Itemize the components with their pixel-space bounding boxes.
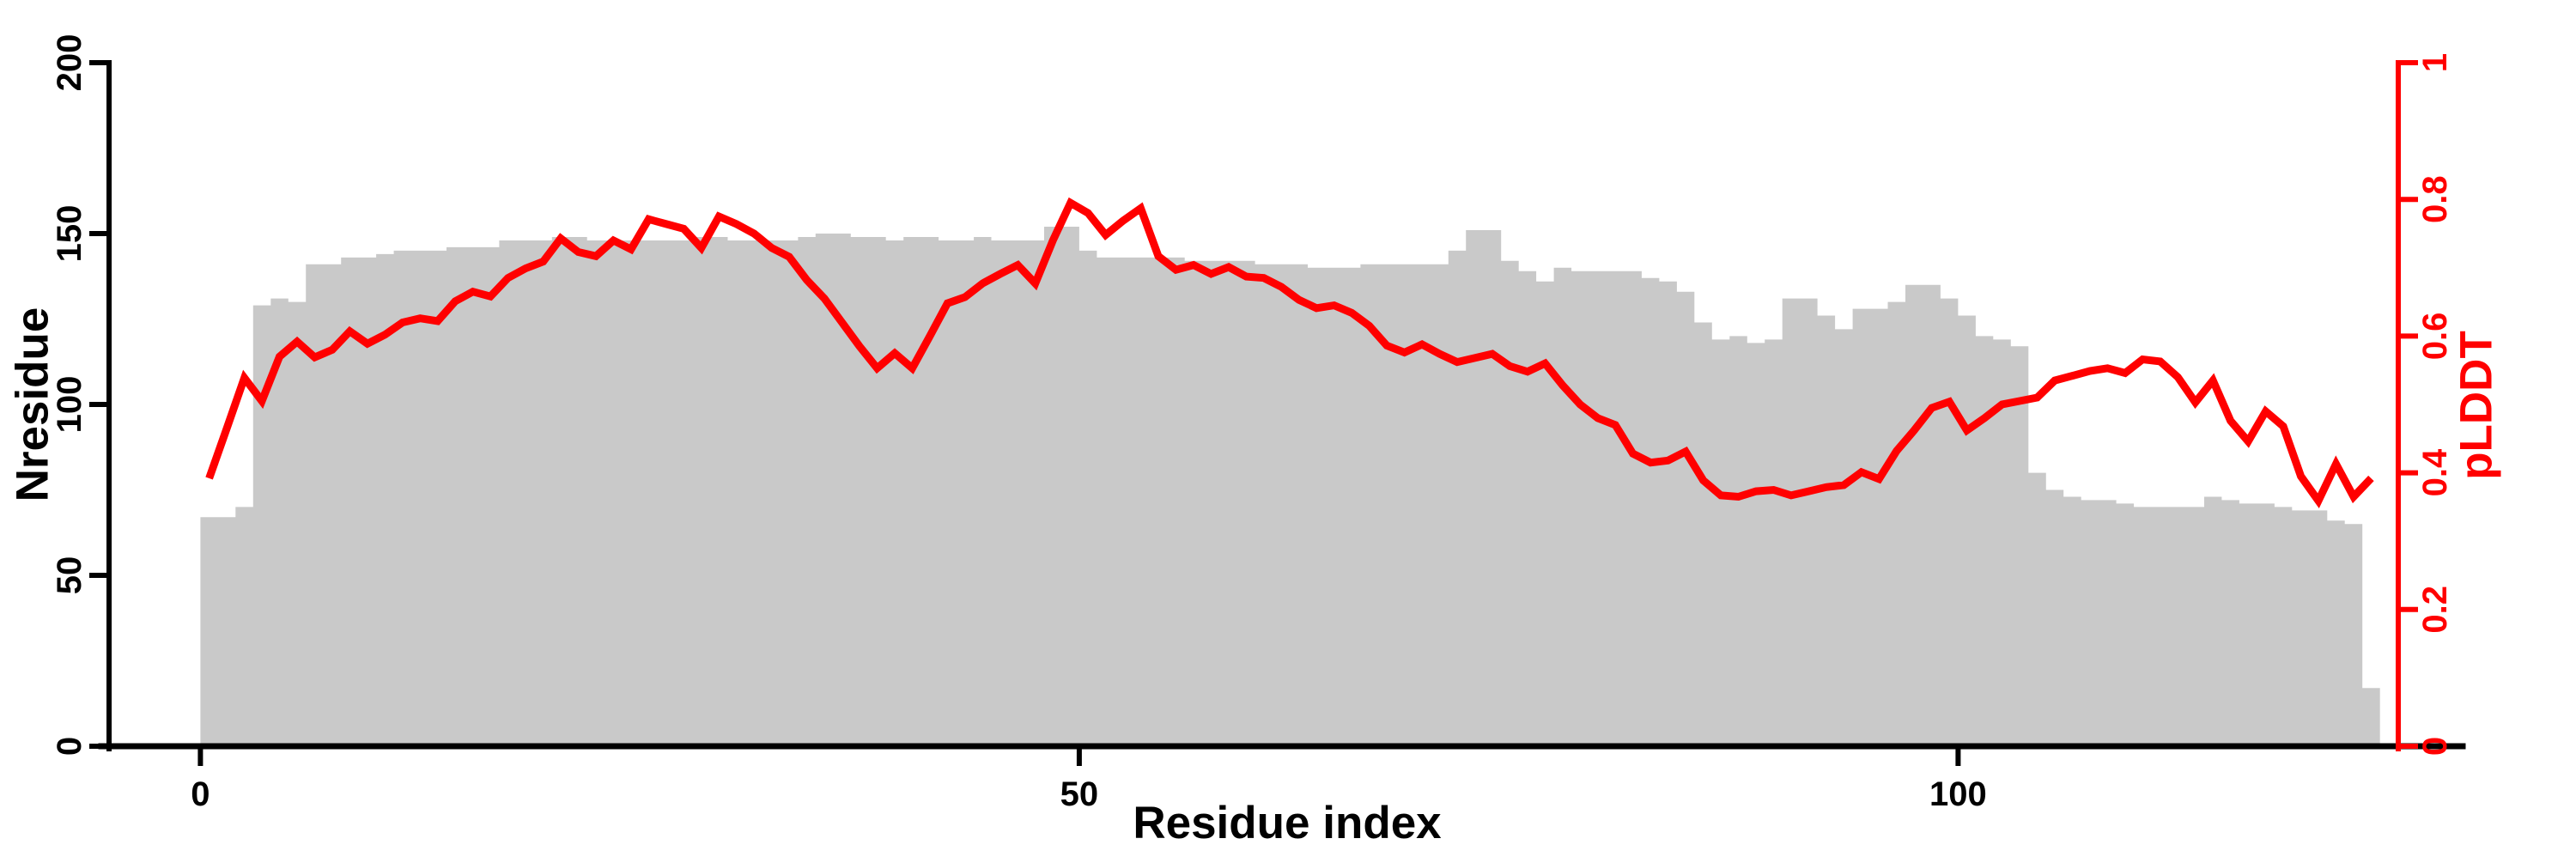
bottom-axis-ticks: 0 50 100: [191, 746, 1987, 813]
y-axis-title-right: pLDDT: [2451, 331, 2502, 480]
left-axis-ticks: 0 50 100 150 200: [51, 34, 109, 756]
right-tick-label: 0.6: [2416, 313, 2454, 361]
right-tick-label: 0: [2416, 737, 2454, 756]
right-tick-label: 0.8: [2416, 175, 2454, 223]
nresidue-bars: [200, 227, 2380, 746]
y-axis-title-left: Nresidue: [8, 307, 58, 502]
left-tick-label: 100: [51, 376, 88, 434]
plddt-line: [205, 197, 2374, 509]
left-tick-label: 150: [51, 205, 88, 263]
bottom-tick-label: 50: [1060, 775, 1099, 813]
x-axis-title: Residue index: [1133, 798, 1442, 848]
right-tick-label: 0.2: [2416, 586, 2454, 634]
bottom-tick-label: 100: [1929, 775, 1987, 813]
left-tick-label: 0: [51, 737, 88, 756]
right-tick-label: 0.4: [2416, 448, 2454, 496]
right-tick-label: 1: [2416, 53, 2454, 72]
bottom-tick-label: 0: [191, 775, 210, 813]
left-tick-label: 50: [51, 556, 88, 595]
left-tick-label: 200: [51, 34, 88, 92]
right-axis-ticks: 0 0.2 0.4 0.6 0.8 1: [2398, 53, 2454, 756]
